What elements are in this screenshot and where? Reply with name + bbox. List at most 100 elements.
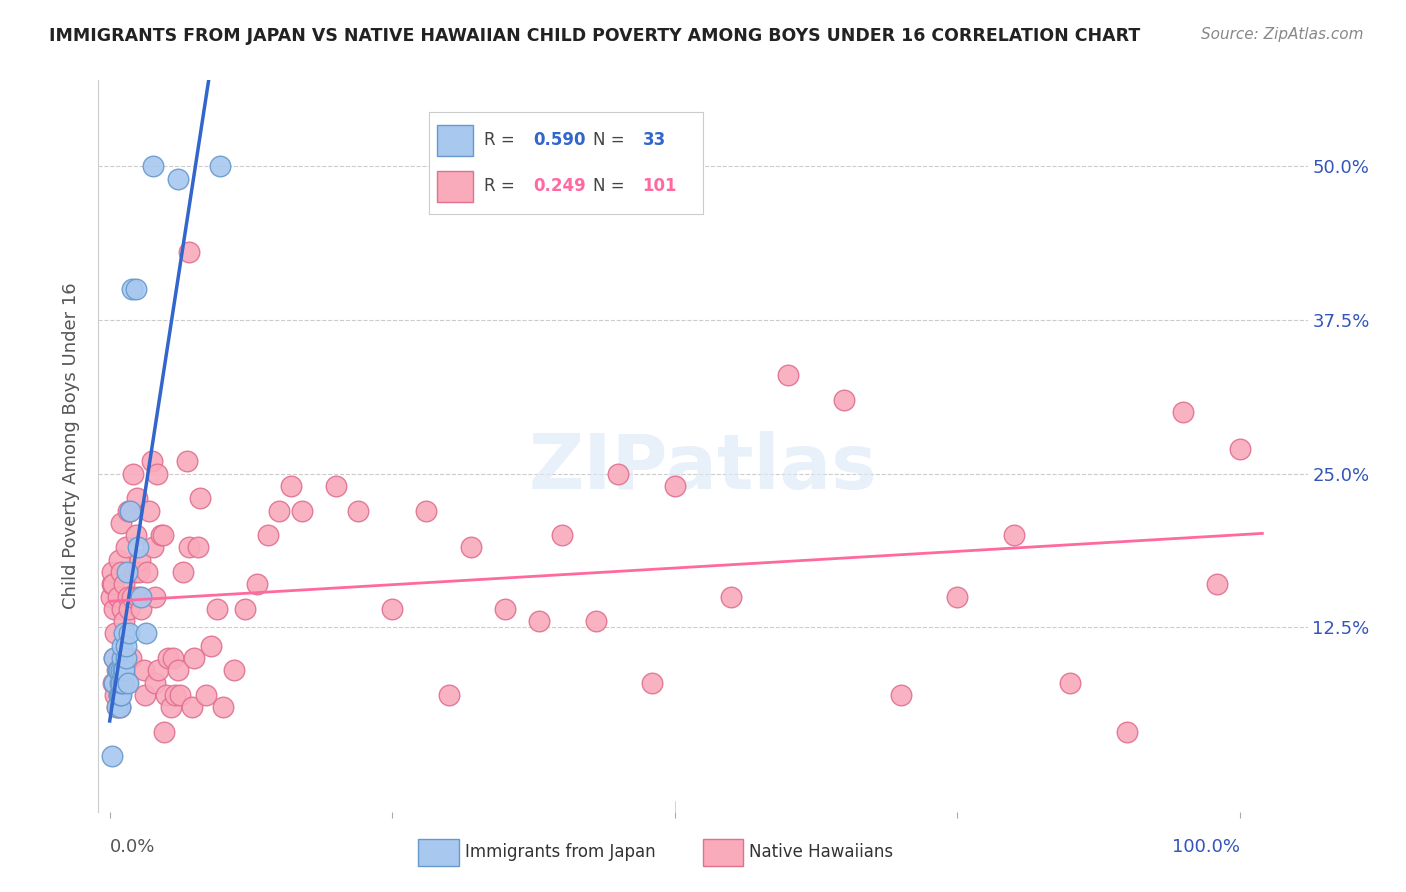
- Point: [110, 516, 132, 530]
- Point: [105, 700, 128, 714]
- Point: [269, 503, 291, 517]
- Point: [890, 688, 912, 702]
- Point: [233, 602, 256, 616]
- Point: [101, 565, 124, 579]
- Point: [117, 675, 139, 690]
- Point: [153, 724, 176, 739]
- Point: [136, 565, 159, 579]
- Point: [107, 552, 129, 566]
- Point: [110, 565, 132, 579]
- Point: [187, 541, 209, 555]
- Point: [183, 651, 205, 665]
- Text: IMMIGRANTS FROM JAPAN VS NATIVE HAWAIIAN CHILD POVERTY AMONG BOYS UNDER 16 CORRE: IMMIGRANTS FROM JAPAN VS NATIVE HAWAIIAN…: [49, 27, 1140, 45]
- Point: [172, 565, 194, 579]
- Point: [1229, 442, 1251, 456]
- Point: [112, 651, 135, 665]
- Point: [104, 626, 127, 640]
- Point: [114, 541, 136, 555]
- Point: [108, 675, 131, 690]
- Point: [776, 368, 799, 383]
- Point: [111, 651, 134, 665]
- Point: [112, 577, 135, 591]
- Point: [103, 602, 125, 616]
- Point: [108, 700, 131, 714]
- Point: [176, 454, 198, 468]
- Point: [832, 392, 855, 407]
- Y-axis label: Child Poverty Among Boys Under 16: Child Poverty Among Boys Under 16: [62, 283, 80, 609]
- FancyBboxPatch shape: [437, 125, 472, 155]
- Point: [257, 528, 280, 542]
- Point: [415, 503, 437, 517]
- Point: [607, 467, 630, 481]
- Point: [108, 700, 131, 714]
- Point: [110, 675, 132, 690]
- Point: [325, 479, 347, 493]
- Point: [120, 503, 142, 517]
- FancyBboxPatch shape: [419, 839, 458, 866]
- Point: [105, 700, 128, 714]
- Point: [157, 651, 180, 665]
- Point: [120, 503, 142, 517]
- Point: [129, 552, 152, 566]
- Point: [100, 590, 122, 604]
- Point: [152, 528, 174, 542]
- Point: [141, 454, 163, 468]
- Point: [107, 664, 129, 678]
- Point: [101, 749, 124, 764]
- Text: Immigrants from Japan: Immigrants from Japan: [465, 843, 655, 861]
- Point: [1115, 724, 1137, 739]
- Point: [177, 541, 200, 555]
- Point: [205, 602, 228, 616]
- Point: [135, 626, 157, 640]
- Point: [159, 700, 181, 714]
- Text: N =: N =: [593, 178, 630, 195]
- Point: [494, 602, 516, 616]
- Point: [128, 565, 150, 579]
- Point: [143, 675, 166, 690]
- Point: [166, 664, 188, 678]
- Point: [125, 491, 148, 506]
- Point: [112, 614, 135, 628]
- Point: [181, 700, 204, 714]
- Point: [112, 664, 135, 678]
- FancyBboxPatch shape: [703, 839, 744, 866]
- Point: [125, 282, 148, 296]
- Text: Source: ZipAtlas.com: Source: ZipAtlas.com: [1201, 27, 1364, 42]
- Point: [664, 479, 686, 493]
- Point: [101, 577, 124, 591]
- Point: [131, 602, 153, 616]
- Point: [946, 590, 969, 604]
- Point: [107, 590, 129, 604]
- Point: [1173, 405, 1195, 419]
- Point: [118, 626, 141, 640]
- Point: [108, 688, 131, 702]
- Point: [641, 675, 664, 690]
- Point: [110, 664, 132, 678]
- Point: [209, 159, 232, 173]
- Point: [121, 590, 143, 604]
- Point: [111, 602, 134, 616]
- Text: 100.0%: 100.0%: [1171, 838, 1240, 856]
- Point: [112, 664, 135, 678]
- Text: R =: R =: [484, 178, 520, 195]
- Point: [132, 664, 155, 678]
- Point: [177, 245, 200, 260]
- Point: [121, 282, 143, 296]
- Point: [122, 467, 145, 481]
- Point: [127, 590, 149, 604]
- Point: [118, 602, 141, 616]
- Point: [149, 528, 172, 542]
- Point: [166, 171, 188, 186]
- Point: [143, 590, 166, 604]
- Point: [127, 541, 149, 555]
- Point: [381, 602, 404, 616]
- Point: [280, 479, 302, 493]
- Point: [291, 503, 314, 517]
- Point: [110, 688, 132, 702]
- Text: 0.590: 0.590: [533, 131, 585, 149]
- Point: [188, 491, 211, 506]
- Point: [114, 639, 136, 653]
- Point: [437, 688, 460, 702]
- Point: [114, 651, 136, 665]
- Point: [1059, 675, 1081, 690]
